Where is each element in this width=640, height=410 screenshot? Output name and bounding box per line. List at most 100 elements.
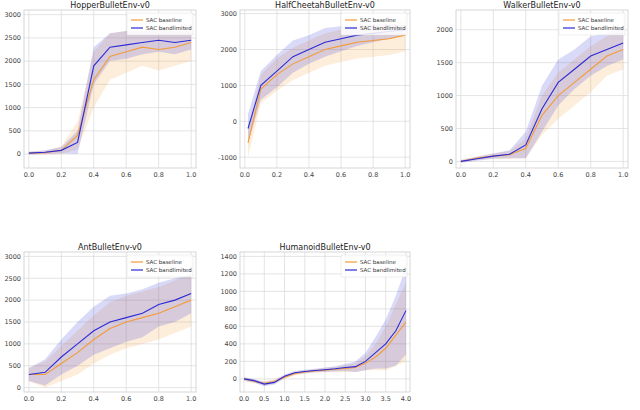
plot-frame [240,10,410,168]
y-tick-label: 2000 [220,46,237,54]
y-tick-label: 3000 [4,253,21,261]
title: HumanoidBulletEnv-v0 [279,243,370,252]
legend-swatch [345,27,357,28]
line [461,50,623,162]
data-area [29,24,191,155]
line [244,311,406,385]
x-tick-label: 0.0 [456,171,466,179]
grid-line [456,161,628,162]
y-tick-label: 500 [9,127,21,135]
grid-line [24,387,196,388]
grid-line [308,10,309,168]
y-tick-label: 600 [225,323,237,331]
plot-frame [24,10,196,168]
x-tick-label: 0.0 [240,171,250,179]
x-tick-label: 0.6 [121,171,131,179]
x-tick-label: 0.8 [586,171,596,179]
y-tick-label: -1000 [218,154,237,162]
legend-swatch [563,19,575,20]
plot-frame [240,252,410,392]
legend-box [127,13,193,35]
x-tick-label: 0.4 [521,171,531,179]
x-tick-label: 0.6 [553,171,563,179]
band [248,19,405,157]
grid-line [24,84,196,85]
y-tick-label: 1000 [436,92,453,100]
legend: SAC baselineSAC bandlimited [127,13,193,35]
legend-label: SAC baseline [578,17,615,23]
y-tick-label: 2000 [4,296,21,304]
legend: SAC baselineSAC bandlimited [341,13,407,35]
grid-line [240,121,410,122]
title: HalfCheetahBulletEnv-v0 [275,1,375,10]
grid-line [244,252,245,392]
band [29,274,191,386]
y-tick-label: 0 [17,384,21,392]
legend-label: SAC bandlimited [146,267,192,273]
y-tick-label: 1000 [220,82,237,90]
data-area [29,274,191,388]
x-tick-label: 0.5 [259,395,269,403]
y-tick-label: 1500 [4,81,21,89]
figure: HopperBulletEnv-v00.00.20.40.60.81.00500… [0,0,640,410]
grid-line [28,10,29,168]
x-tick-label: 1.0 [279,395,289,403]
y-tick-label: 2500 [4,34,21,42]
grid-line [493,10,494,168]
legend-box [127,255,193,277]
data-area [244,267,406,386]
plot-frame [24,252,196,392]
band [29,274,191,388]
y-tick-label: 1200 [220,270,237,278]
legend: SAC baseline SAC bandlimited [341,255,407,277]
x-tick-label: 1.5 [300,395,310,403]
line [244,322,406,383]
x-tick-label: 0.0 [24,171,34,179]
line [29,43,191,154]
x-tick-label: 3.5 [381,395,391,403]
y-tick-label: 0 [233,118,237,126]
legend-box [341,13,407,35]
x-tick-label: 0.2 [56,171,66,179]
y-tick-label: 0 [449,158,453,166]
legend-swatch [345,19,357,20]
legend: SAC baseline SAC bandlimited [127,255,193,277]
y-tick-label: 0 [233,375,237,383]
legend-label: SAC bandlimited [360,267,406,273]
legend-swatch [131,27,143,28]
y-tick-label: 3000 [220,10,237,18]
x-tick-label: 1.0 [400,171,410,179]
x-tick-label: 0.8 [154,395,164,403]
band [29,24,191,155]
grid-line [284,252,285,392]
legend-swatch [345,269,357,270]
x-tick-label: 2.0 [320,395,330,403]
x-tick-label: 0.4 [304,171,314,179]
y-tick-label: 200 [225,358,237,366]
y-tick-label: 2500 [4,275,21,283]
x-tick-label: 1.0 [186,395,196,403]
grid-line [61,10,62,168]
x-tick-label: 1.0 [186,171,196,179]
y-tick-label: 1000 [4,340,21,348]
x-tick-label: 0.2 [488,171,498,179]
y-tick-label: 2000 [436,26,453,34]
legend-label: SAC baseline [146,259,183,265]
legend-swatch [131,19,143,20]
legend-label: SAC baseline [360,259,397,265]
x-tick-label: 3.0 [360,395,370,403]
title: WalkerBulletEnv-v0 [503,1,580,10]
line [29,294,191,375]
x-tick-label: 4.0 [401,395,411,403]
legend-label: SAC baseline [360,17,397,23]
chart: HalfCheetahBulletEnv-v00.00.20.40.60.81.… [218,1,410,179]
grid-line [240,157,410,158]
grid-line [460,10,461,168]
x-tick-label: 0.4 [89,395,99,403]
data-area [248,19,405,157]
grid-line [264,252,265,392]
legend: SAC baselineSAC bandlimited [559,13,625,35]
line [29,40,191,153]
grid-line [240,378,410,379]
y-tick-label: 1000 [220,288,237,296]
